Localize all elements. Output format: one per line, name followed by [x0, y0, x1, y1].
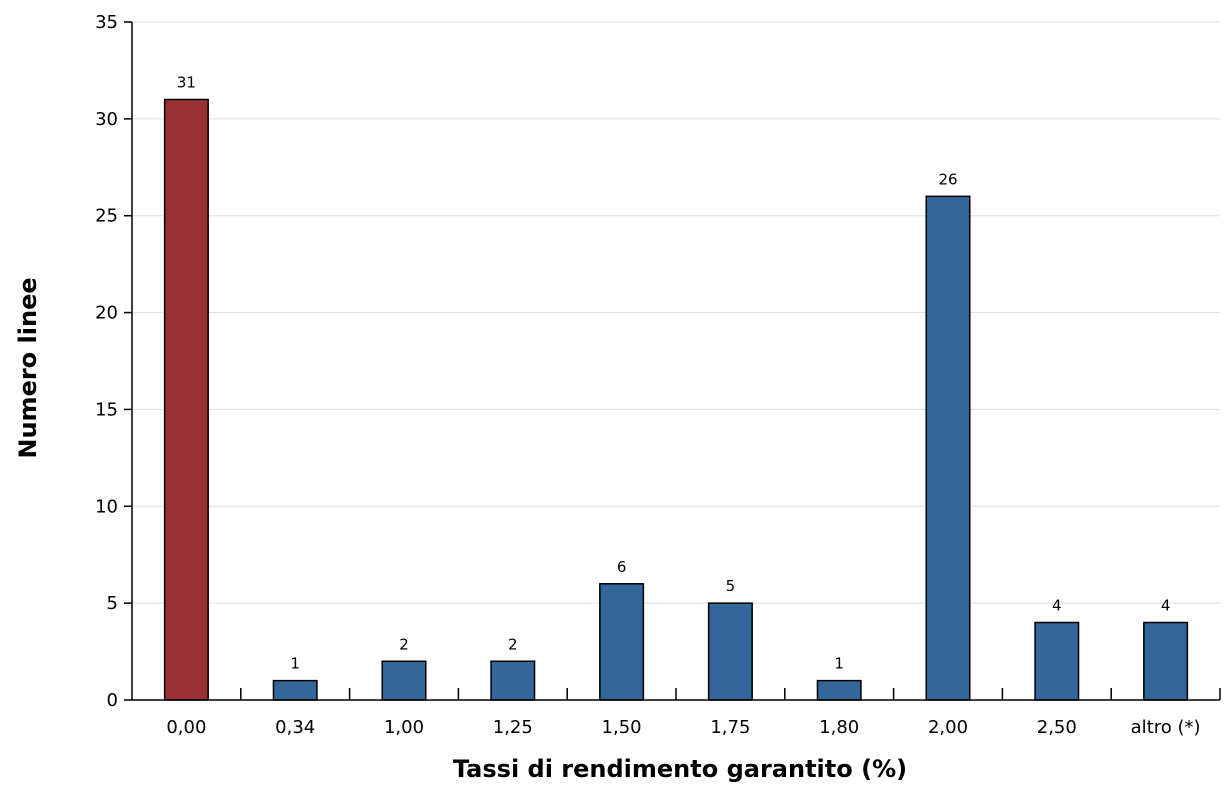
data-label: 6 [617, 558, 627, 576]
data-label: 2 [508, 635, 518, 653]
data-label: 26 [938, 170, 957, 188]
y-tick-label: 30 [95, 109, 118, 130]
bar [599, 583, 645, 701]
bar [707, 602, 753, 701]
y-axis-title: Numero linee [14, 277, 42, 458]
x-tick-label: 0,00 [166, 717, 206, 738]
bar [816, 679, 862, 701]
y-tick-label: 10 [95, 496, 118, 517]
y-tick-label: 25 [95, 206, 118, 227]
x-tick-label: 0,34 [275, 717, 315, 738]
bar [925, 195, 971, 701]
x-tick-label: 1,80 [819, 717, 859, 738]
x-axis-ticks: 0,00 0,34 1,00 1,25 1,50 1,75 1,80 2,00 2,50 altr… [166, 688, 1221, 738]
data-label: 4 [1052, 597, 1062, 615]
y-tick-label: 20 [95, 303, 118, 324]
bar [490, 660, 536, 701]
bar [1143, 621, 1189, 701]
data-label: 1 [290, 655, 300, 673]
x-tick-label: 2,50 [1037, 717, 1077, 738]
data-label: 2 [399, 635, 409, 653]
y-tick-label: 35 [95, 12, 118, 33]
bar [272, 679, 318, 701]
bar [1034, 621, 1080, 701]
x-tick-label: 1,00 [384, 717, 424, 738]
x-tick-label: 1,25 [493, 717, 533, 738]
bar [163, 98, 209, 701]
data-label: 4 [1161, 597, 1171, 615]
data-label: 5 [726, 577, 736, 595]
x-tick-label: 1,75 [710, 717, 750, 738]
bar [381, 660, 427, 701]
x-tick-label: altro (*) [1131, 717, 1201, 738]
y-tick-label: 15 [95, 399, 118, 420]
x-tick-label: 2,00 [928, 717, 968, 738]
y-tick-label: 5 [107, 593, 118, 614]
bars [163, 98, 1189, 701]
data-label: 31 [177, 73, 196, 91]
x-axis-title: Tassi di rendimento garantito (%) [453, 755, 907, 783]
x-tick-label: 1,50 [602, 717, 642, 738]
y-tick-label: 0 [107, 690, 118, 711]
data-label: 1 [834, 655, 844, 673]
y-axis-ticks: 0 5 10 15 20 25 30 35 [95, 12, 132, 711]
grid-lines [132, 21, 1220, 604]
